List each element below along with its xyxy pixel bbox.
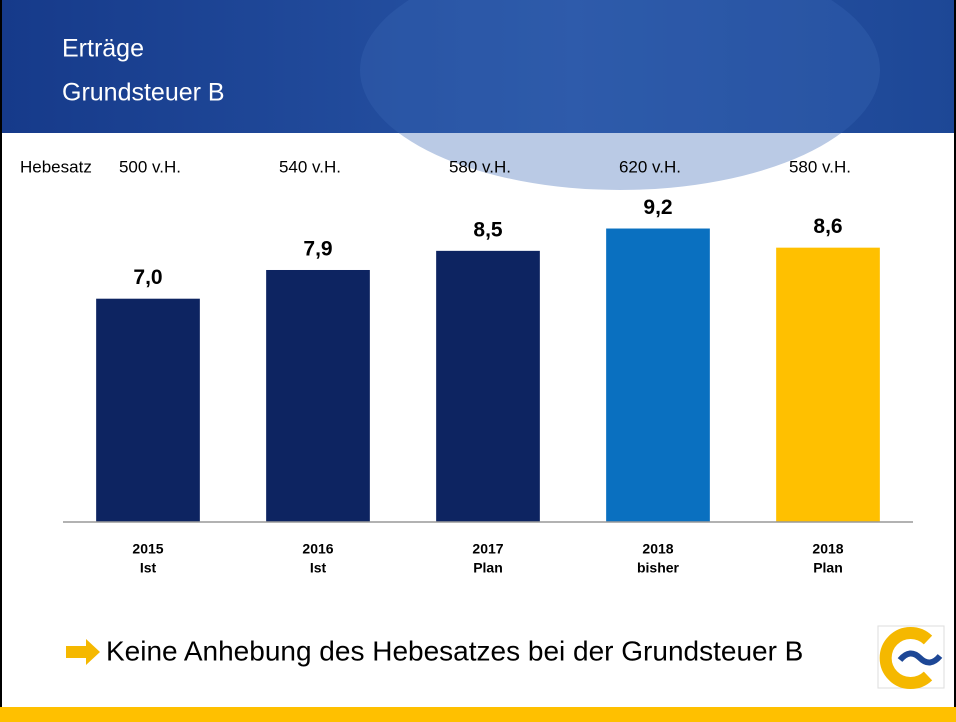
- x-tick-label: Plan: [813, 560, 843, 576]
- rate: 580 v.H.: [449, 157, 511, 176]
- bar: [96, 298, 200, 522]
- rate: 580 v.H.: [789, 157, 851, 176]
- x-tick-label: 2016: [302, 541, 333, 557]
- x-tick-label: Ist: [310, 560, 327, 576]
- rate-label: Hebesatz: [20, 157, 92, 176]
- value-label: 9,2: [643, 196, 672, 219]
- title-line: Grundsteuer B: [62, 79, 225, 107]
- footnote: Keine Anhebung des Hebesatzes bei der Gr…: [106, 635, 803, 666]
- logo-wave: [897, 650, 943, 666]
- x-tick-label: 2018: [812, 541, 843, 557]
- value-label: 8,5: [473, 218, 503, 241]
- rate: 540 v.H.: [279, 157, 341, 176]
- arrow-icon: [66, 639, 100, 665]
- bar: [776, 247, 880, 522]
- bar: [606, 228, 710, 522]
- value-label: 8,6: [813, 215, 842, 238]
- value-label: 7,9: [303, 238, 332, 261]
- x-tick-label: 2017: [472, 541, 503, 557]
- header-band: [0, 0, 956, 133]
- value-label: 7,0: [133, 266, 162, 289]
- logo: [877, 625, 945, 689]
- rate: 620 v.H.: [619, 157, 681, 176]
- bar: [436, 250, 540, 522]
- footer-band: [0, 707, 956, 722]
- bar: [266, 269, 370, 522]
- x-tick-label: Ist: [140, 560, 157, 576]
- x-tick-label: Plan: [473, 560, 503, 576]
- x-tick-label: bisher: [637, 560, 680, 576]
- rate: 500 v.H.: [119, 157, 181, 176]
- x-tick-label: 2018: [642, 541, 673, 557]
- logo-arc: [879, 627, 933, 689]
- title-line: Erträge: [62, 35, 144, 63]
- x-tick-label: 2015: [132, 541, 163, 557]
- header-decoration: [360, 0, 880, 190]
- chart: 7,0 500 v.H. 2015 Ist 7,9 540 v.H. 2016 Ist 8,5 5…: [96, 157, 880, 576]
